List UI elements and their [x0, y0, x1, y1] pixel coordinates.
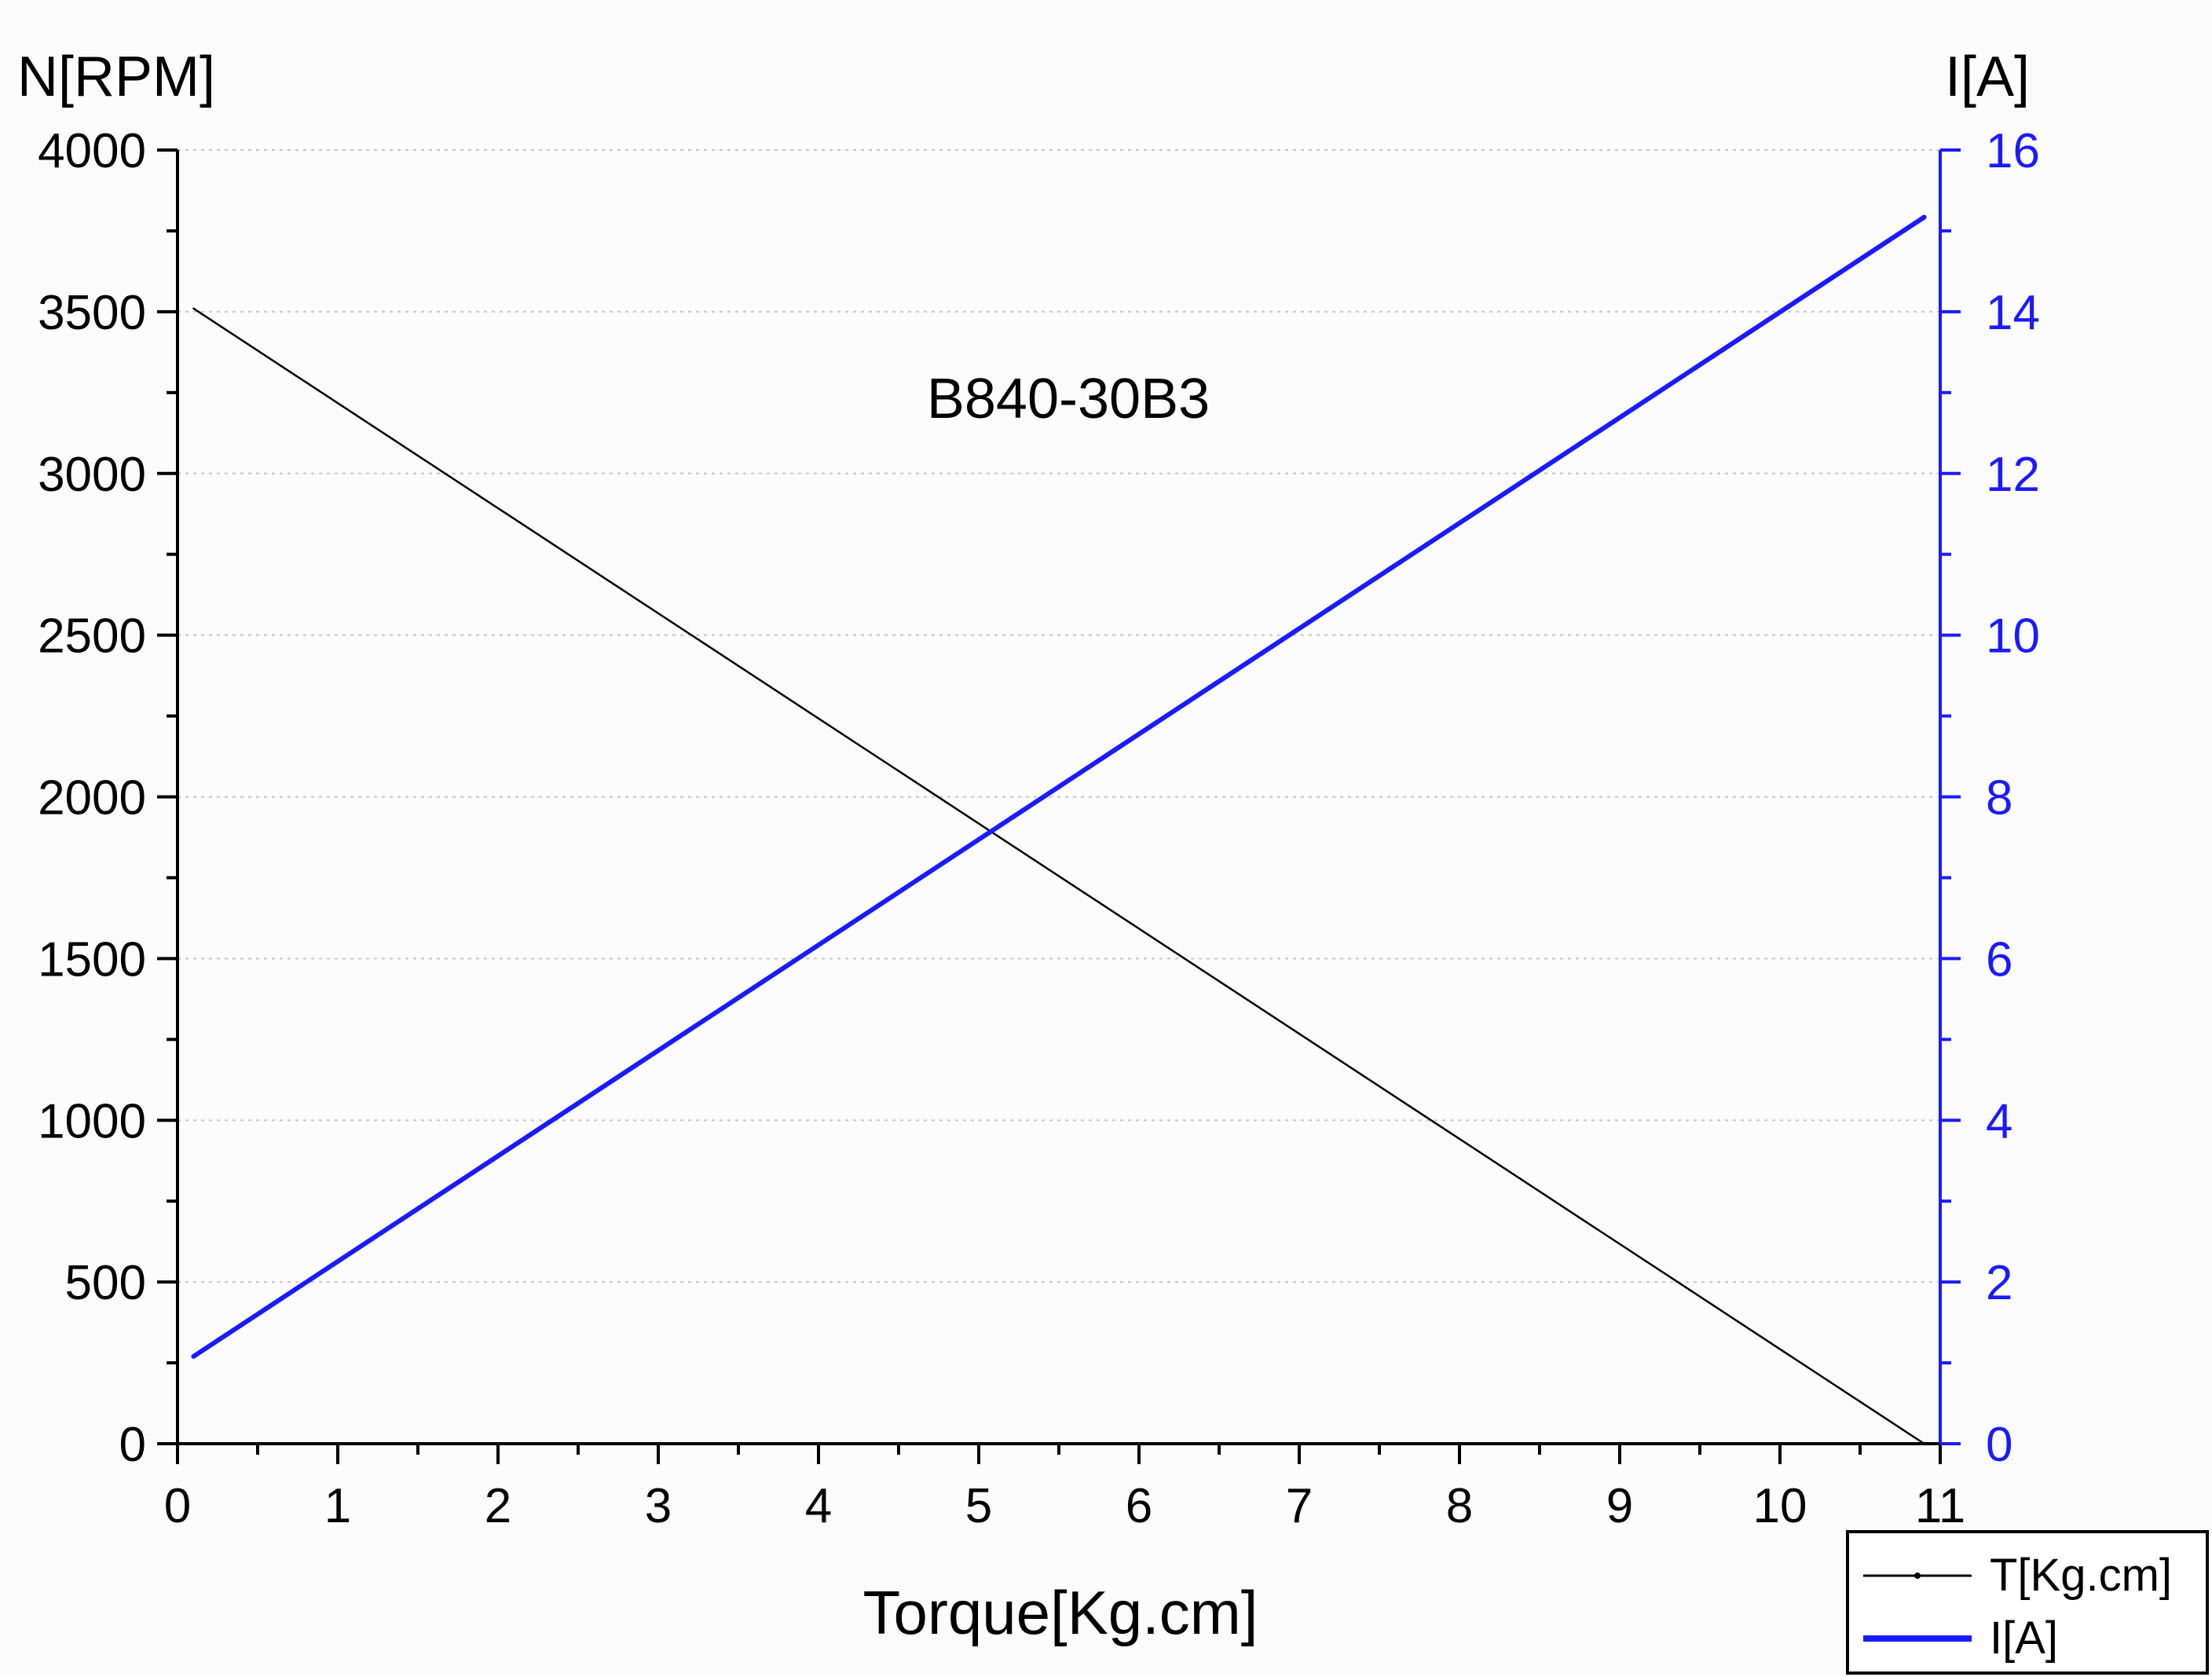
x-tick-label: 5: [965, 1479, 992, 1533]
y-left-tick-label: 500: [65, 1256, 146, 1310]
x-tick-label: 1: [324, 1479, 351, 1533]
axes: 0 1 2 3 4 5 6 7 8 9 10 1105001000150020002500300035…: [38, 124, 2040, 1533]
y-left-tick-label: 1000: [38, 1094, 146, 1148]
y-left-tick-label: 1500: [38, 932, 146, 987]
y-right-tick-label: 4: [1986, 1094, 2012, 1148]
y-left-tick-label: 4000: [38, 124, 146, 178]
y-right-tick-label: 14: [1986, 286, 2040, 340]
chart-annotation: B840-30B3: [927, 368, 1210, 430]
x-tick-label: 8: [1446, 1479, 1473, 1533]
legend-label-t: T[Kg.cm]: [1990, 1550, 2172, 1601]
y-left-tick-label: 0: [119, 1418, 146, 1472]
grid-lines: [178, 149, 1940, 1283]
x-tick-label: 11: [1915, 1479, 1965, 1533]
x-tick-label: 6: [1126, 1479, 1152, 1533]
x-tick-label: 10: [1753, 1479, 1807, 1533]
x-tick-label: 2: [485, 1479, 511, 1533]
x-axis-title: Torque[Kg.cm]: [863, 1578, 1258, 1647]
x-tick-label: 4: [805, 1479, 832, 1533]
series-line-speed: [192, 307, 1925, 1445]
legend-label-i: I[A]: [1990, 1613, 2058, 1664]
y-right-tick-label: 2: [1986, 1256, 2012, 1310]
series-layer: [191, 214, 1927, 1445]
y-right-tick-label: 16: [1986, 124, 2040, 178]
y-right-tick-label: 12: [1986, 448, 2040, 502]
y-left-tick-label: 3500: [38, 286, 146, 340]
legend: T[Kg.cm] I[A]: [1846, 1530, 2209, 1675]
legend-box: [1846, 1530, 2209, 1675]
y-left-tick-label: 2000: [38, 771, 146, 826]
y-right-tick-label: 10: [1986, 610, 2040, 664]
y-left-tick-label: 2500: [38, 610, 146, 664]
right-axis-title: I[A]: [1945, 46, 2030, 108]
x-tick-label: 7: [1286, 1479, 1313, 1533]
x-tick-label: 9: [1606, 1479, 1633, 1533]
x-tick-label: 0: [164, 1479, 191, 1533]
series-line-current: [191, 214, 1927, 1359]
x-tick-label: 3: [645, 1479, 672, 1533]
left-axis-title: N[RPM]: [17, 46, 215, 108]
y-right-tick-label: 0: [1986, 1418, 2012, 1472]
y-right-tick-label: 6: [1986, 932, 2012, 987]
y-left-tick-label: 3000: [38, 448, 146, 502]
legend-swatch-t-marker: [1914, 1573, 1921, 1579]
y-right-tick-label: 8: [1986, 771, 2012, 826]
